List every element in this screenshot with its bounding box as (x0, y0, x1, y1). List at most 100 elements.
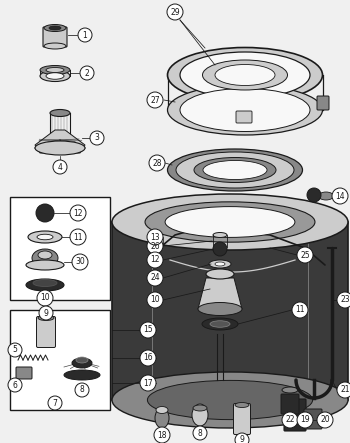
Circle shape (70, 229, 86, 245)
Circle shape (80, 66, 94, 80)
Ellipse shape (156, 407, 168, 413)
Ellipse shape (215, 65, 275, 85)
FancyBboxPatch shape (281, 394, 299, 414)
Text: 23: 23 (340, 295, 350, 304)
Ellipse shape (147, 381, 313, 420)
Circle shape (147, 270, 163, 286)
Circle shape (140, 322, 156, 338)
FancyBboxPatch shape (16, 367, 32, 379)
Ellipse shape (210, 321, 230, 327)
Ellipse shape (40, 66, 70, 74)
Text: 8: 8 (80, 385, 84, 395)
Ellipse shape (26, 260, 64, 270)
Ellipse shape (50, 109, 70, 117)
Text: 5: 5 (13, 346, 18, 354)
Ellipse shape (35, 141, 85, 155)
Ellipse shape (209, 260, 231, 268)
Text: 2: 2 (85, 69, 89, 78)
Circle shape (235, 433, 249, 443)
Ellipse shape (193, 405, 207, 411)
Text: 14: 14 (335, 191, 345, 201)
Text: 3: 3 (94, 133, 99, 143)
Ellipse shape (46, 73, 64, 79)
Circle shape (8, 343, 22, 357)
Text: 29: 29 (170, 8, 180, 16)
Text: 7: 7 (52, 399, 57, 408)
FancyBboxPatch shape (317, 96, 329, 110)
Circle shape (337, 292, 350, 308)
Circle shape (147, 292, 163, 308)
Ellipse shape (165, 206, 295, 237)
Ellipse shape (206, 269, 234, 279)
Circle shape (297, 412, 313, 428)
Circle shape (140, 375, 156, 391)
Text: 24: 24 (150, 273, 160, 283)
Ellipse shape (44, 43, 66, 49)
Ellipse shape (46, 67, 64, 73)
Text: 12: 12 (73, 209, 83, 218)
Text: 26: 26 (150, 241, 160, 250)
Ellipse shape (192, 404, 208, 426)
Ellipse shape (180, 52, 310, 98)
Circle shape (154, 427, 170, 443)
Ellipse shape (203, 60, 287, 90)
Polygon shape (198, 278, 242, 309)
Text: 9: 9 (43, 308, 48, 318)
Ellipse shape (112, 372, 348, 428)
Text: 28: 28 (152, 159, 162, 167)
Ellipse shape (168, 85, 322, 135)
Text: 25: 25 (300, 250, 310, 260)
Ellipse shape (33, 280, 57, 287)
Ellipse shape (50, 144, 70, 152)
FancyBboxPatch shape (43, 27, 67, 47)
Ellipse shape (235, 403, 249, 408)
Ellipse shape (112, 194, 348, 250)
Text: 11: 11 (295, 306, 305, 315)
Text: 6: 6 (13, 381, 18, 389)
Ellipse shape (145, 202, 315, 242)
Ellipse shape (318, 192, 334, 200)
Text: 12: 12 (150, 256, 160, 264)
Ellipse shape (40, 70, 70, 82)
Ellipse shape (72, 358, 92, 368)
Bar (112, 222, 348, 400)
Circle shape (332, 188, 348, 204)
Text: 16: 16 (143, 354, 153, 362)
Ellipse shape (194, 158, 276, 183)
Circle shape (337, 382, 350, 398)
Circle shape (307, 188, 321, 202)
Text: 9: 9 (239, 435, 244, 443)
Text: 11: 11 (73, 233, 83, 241)
Ellipse shape (198, 303, 242, 315)
Polygon shape (35, 130, 85, 153)
Circle shape (213, 242, 227, 256)
Circle shape (147, 92, 163, 108)
Text: 18: 18 (157, 431, 167, 439)
Ellipse shape (44, 24, 66, 31)
Circle shape (37, 290, 53, 306)
Text: 1: 1 (83, 31, 88, 39)
Circle shape (75, 383, 89, 397)
Circle shape (149, 155, 165, 171)
Text: 4: 4 (57, 163, 62, 171)
Ellipse shape (28, 231, 62, 243)
Ellipse shape (26, 279, 64, 291)
Text: 8: 8 (198, 428, 202, 438)
Ellipse shape (213, 233, 227, 237)
Ellipse shape (37, 234, 53, 240)
Text: 21: 21 (340, 385, 350, 395)
Text: 30: 30 (75, 257, 85, 267)
FancyBboxPatch shape (304, 409, 322, 429)
Circle shape (292, 302, 308, 318)
Text: 20: 20 (320, 416, 330, 424)
Text: 17: 17 (143, 378, 153, 388)
Circle shape (147, 229, 163, 245)
Ellipse shape (155, 408, 169, 428)
Text: 13: 13 (150, 233, 160, 241)
Ellipse shape (168, 149, 302, 191)
Circle shape (72, 254, 88, 270)
Ellipse shape (176, 152, 294, 188)
Bar (10, 197, 110, 300)
Ellipse shape (38, 315, 54, 320)
Text: 10: 10 (150, 295, 160, 304)
